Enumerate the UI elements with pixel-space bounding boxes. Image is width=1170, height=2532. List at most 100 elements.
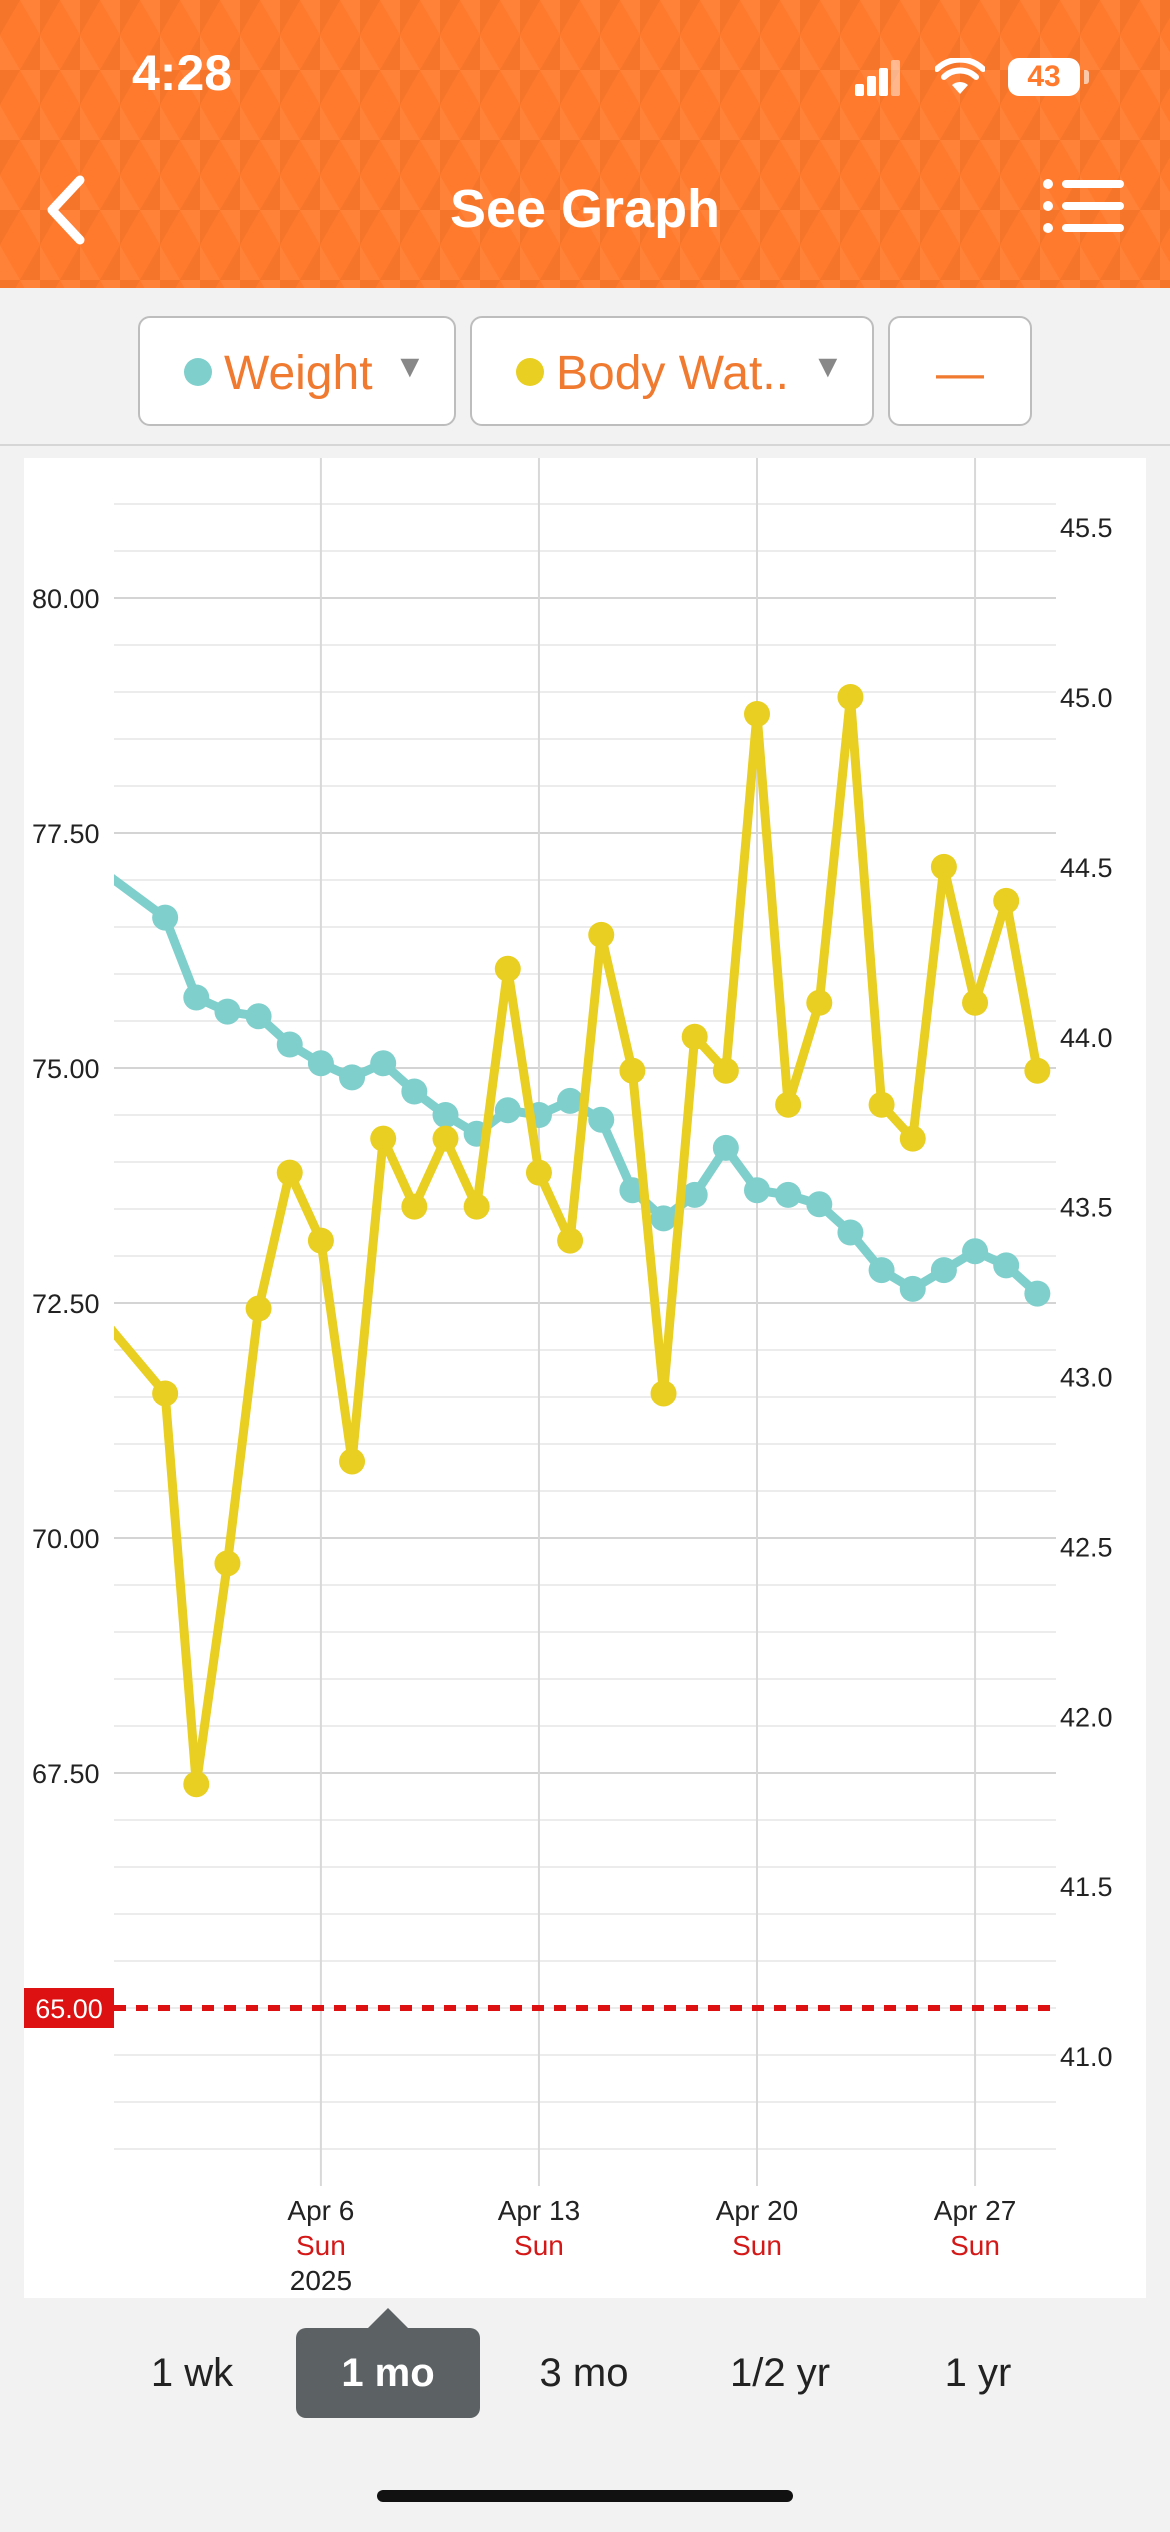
x-axis-date-label: Apr 27	[934, 2195, 1017, 2226]
range-tab-1wk[interactable]: 1 wk	[150, 2351, 234, 2395]
right-axis-tick-label: 44.0	[1060, 1023, 1113, 1053]
left-axis-tick-label: 80.00	[32, 584, 100, 614]
home-indicator	[377, 2490, 793, 2502]
app-header: 4:28 43 See Graph	[0, 0, 1170, 288]
weight-point	[1024, 1280, 1051, 1307]
range-tab-1yr[interactable]: 1 yr	[944, 2351, 1012, 2395]
weight-body-water-chart[interactable]: 80.00 77.50 75.00 72.50 70.00 67.50 45.5 45.0 44…	[24, 458, 1146, 2298]
body-water-point	[557, 1227, 584, 1254]
body-water-point	[993, 887, 1020, 914]
goal-value-label: 65.00	[35, 1994, 103, 2024]
right-axis-tick-label: 41.0	[1060, 2042, 1113, 2072]
weight-point	[868, 1257, 895, 1284]
body-water-point	[1024, 1057, 1051, 1084]
range-tab-3mo[interactable]: 3 mo	[539, 2351, 629, 2395]
body-water-point	[152, 1380, 179, 1407]
weight-point	[339, 1064, 366, 1091]
body-water-point	[432, 1125, 459, 1152]
body-water-point	[899, 1125, 926, 1152]
body-water-point	[339, 1448, 366, 1475]
left-axis-tick-label: 75.00	[32, 1054, 100, 1084]
weight-point	[401, 1078, 428, 1105]
left-axis-tick-label: 72.50	[32, 1289, 100, 1319]
time-range-tabs: 1 wk 1 mo 3 mo 1/2 yr 1 yr	[0, 2308, 1170, 2428]
battery-tip	[1084, 70, 1089, 84]
body-water-point	[930, 853, 957, 880]
right-axis-tick-label: 44.5	[1060, 853, 1113, 883]
body-water-point	[276, 1159, 303, 1186]
chevron-down-icon: ▼	[394, 348, 426, 384]
status-time: 4:28	[132, 45, 233, 101]
weight-point	[370, 1050, 397, 1077]
chevron-down-icon: ▼	[812, 348, 844, 384]
weight-point	[712, 1134, 739, 1161]
x-axis-day-label: Sun	[950, 2230, 1000, 2261]
wifi-icon	[935, 58, 985, 94]
page-title: See Graph	[449, 179, 721, 239]
right-axis-tick-label: 41.5	[1060, 1872, 1113, 1902]
body-water-point	[370, 1125, 397, 1152]
body-water-color-dot	[516, 358, 544, 386]
body-water-point	[307, 1227, 334, 1254]
x-axis-day-label: Sun	[296, 2230, 346, 2261]
weight-point	[681, 1181, 708, 1208]
body-water-metric-label: Body Wat..	[556, 347, 789, 400]
body-water-point	[619, 1057, 646, 1084]
weight-point	[930, 1257, 957, 1284]
body-water-point	[463, 1193, 490, 1220]
x-axis-year-label: 2025	[290, 2265, 352, 2296]
x-axis-date-label: Apr 13	[498, 2195, 581, 2226]
weight-point	[962, 1238, 989, 1265]
body-water-point	[183, 1771, 210, 1798]
body-water-point	[744, 700, 770, 727]
x-axis-day-label: Sun	[732, 2230, 782, 2261]
body-water-metric-dropdown[interactable]: Body Wat.. ▼	[470, 316, 874, 426]
metric-selector-bar: Weight ▼ Body Wat.. ▼ —	[0, 288, 1170, 446]
weight-point	[494, 1097, 521, 1124]
range-tab-half-year[interactable]: 1/2 yr	[729, 2351, 831, 2395]
cellular-signal-icon	[855, 60, 901, 96]
left-axis-tick-label: 70.00	[32, 1524, 100, 1554]
x-axis-date-label: Apr 20	[716, 2195, 799, 2226]
body-water-point	[837, 684, 864, 710]
x-axis-day-label: Sun	[514, 2230, 564, 2261]
right-axis-tick-label: 42.5	[1060, 1532, 1113, 1562]
third-metric-dropdown[interactable]: —	[888, 316, 1032, 426]
weight-metric-dropdown[interactable]: Weight ▼	[138, 316, 456, 426]
body-water-point	[525, 1159, 552, 1186]
weight-point	[152, 904, 179, 931]
list-menu-icon[interactable]	[1040, 176, 1126, 236]
weight-point	[588, 1106, 615, 1133]
weight-point	[806, 1191, 833, 1218]
goal-value-badge	[24, 1988, 114, 2028]
body-water-point	[868, 1091, 895, 1118]
body-water-point	[806, 989, 833, 1016]
body-water-point	[712, 1057, 739, 1084]
right-axis-tick-label: 43.0	[1060, 1363, 1113, 1393]
body-water-point	[588, 921, 615, 948]
body-water-point	[962, 989, 989, 1016]
weight-point	[307, 1050, 334, 1077]
body-water-point	[775, 1091, 802, 1118]
weight-point	[775, 1181, 802, 1208]
weight-metric-label: Weight	[224, 347, 373, 400]
battery-icon: 43	[1008, 58, 1080, 96]
chart-card: 80.00 77.50 75.00 72.50 70.00 67.50 45.5 45.0 44…	[24, 458, 1146, 2298]
left-axis-tick-label: 67.50	[32, 1759, 100, 1789]
right-axis-tick-label: 45.5	[1060, 513, 1113, 543]
back-chevron-icon[interactable]	[38, 170, 98, 250]
range-tab-1mo[interactable]: 1 mo	[296, 2328, 480, 2418]
body-water-point	[650, 1380, 677, 1407]
left-axis-tick-label: 77.50	[32, 819, 100, 849]
right-axis-tick-label: 43.5	[1060, 1193, 1113, 1223]
weight-point	[557, 1087, 584, 1114]
body-water-point	[401, 1193, 428, 1220]
body-water-point	[681, 1023, 708, 1050]
right-axis-tick-label: 42.0	[1060, 1702, 1113, 1732]
weight-point	[744, 1177, 770, 1204]
weight-point	[183, 984, 210, 1011]
body-water-point	[214, 1550, 241, 1577]
body-water-point	[494, 955, 521, 982]
weight-point	[432, 1102, 459, 1128]
x-axis-date-label: Apr 6	[287, 2195, 354, 2226]
